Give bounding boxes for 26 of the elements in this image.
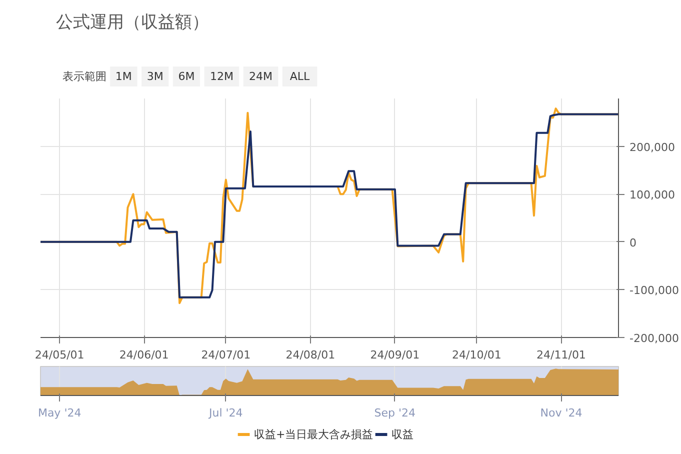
x-tick-label: 24/11/01 bbox=[536, 348, 586, 362]
x-tick-label: 24/09/01 bbox=[370, 348, 420, 362]
y-tick-label: -200,000 bbox=[630, 332, 679, 345]
x-tick-label: May '24 bbox=[38, 406, 82, 420]
text: 24M bbox=[249, 70, 273, 83]
x-tick-label: 24/05/01 bbox=[34, 348, 84, 362]
text: 12M bbox=[210, 70, 234, 83]
text: 3M bbox=[146, 70, 164, 83]
x-tick-label: 24/07/01 bbox=[201, 348, 251, 362]
x-tick-label: Jul '24 bbox=[208, 406, 243, 420]
x-tick-label: 24/06/01 bbox=[119, 348, 169, 362]
chart-title: 公式運用（収益額） bbox=[56, 12, 209, 32]
text: 表示範囲 bbox=[62, 70, 107, 83]
legend-label: 収益 bbox=[391, 428, 414, 441]
y-tick-label: 200,000 bbox=[630, 140, 675, 154]
y-tick-label: -100,000 bbox=[630, 284, 679, 298]
y-tick-label: 0 bbox=[630, 236, 636, 250]
text: ALL bbox=[290, 70, 311, 83]
x-tick-label: Sep '24 bbox=[374, 406, 416, 420]
y-tick-label: 100,000 bbox=[630, 188, 675, 202]
text: 6M bbox=[178, 70, 195, 83]
text: 1M bbox=[115, 70, 132, 83]
legend-label: 収益+当日最大含み損益 bbox=[254, 428, 374, 441]
x-tick-label: 24/10/01 bbox=[452, 348, 502, 362]
x-tick-label: Nov '24 bbox=[540, 406, 582, 420]
x-tick-label: 24/08/01 bbox=[286, 348, 336, 362]
